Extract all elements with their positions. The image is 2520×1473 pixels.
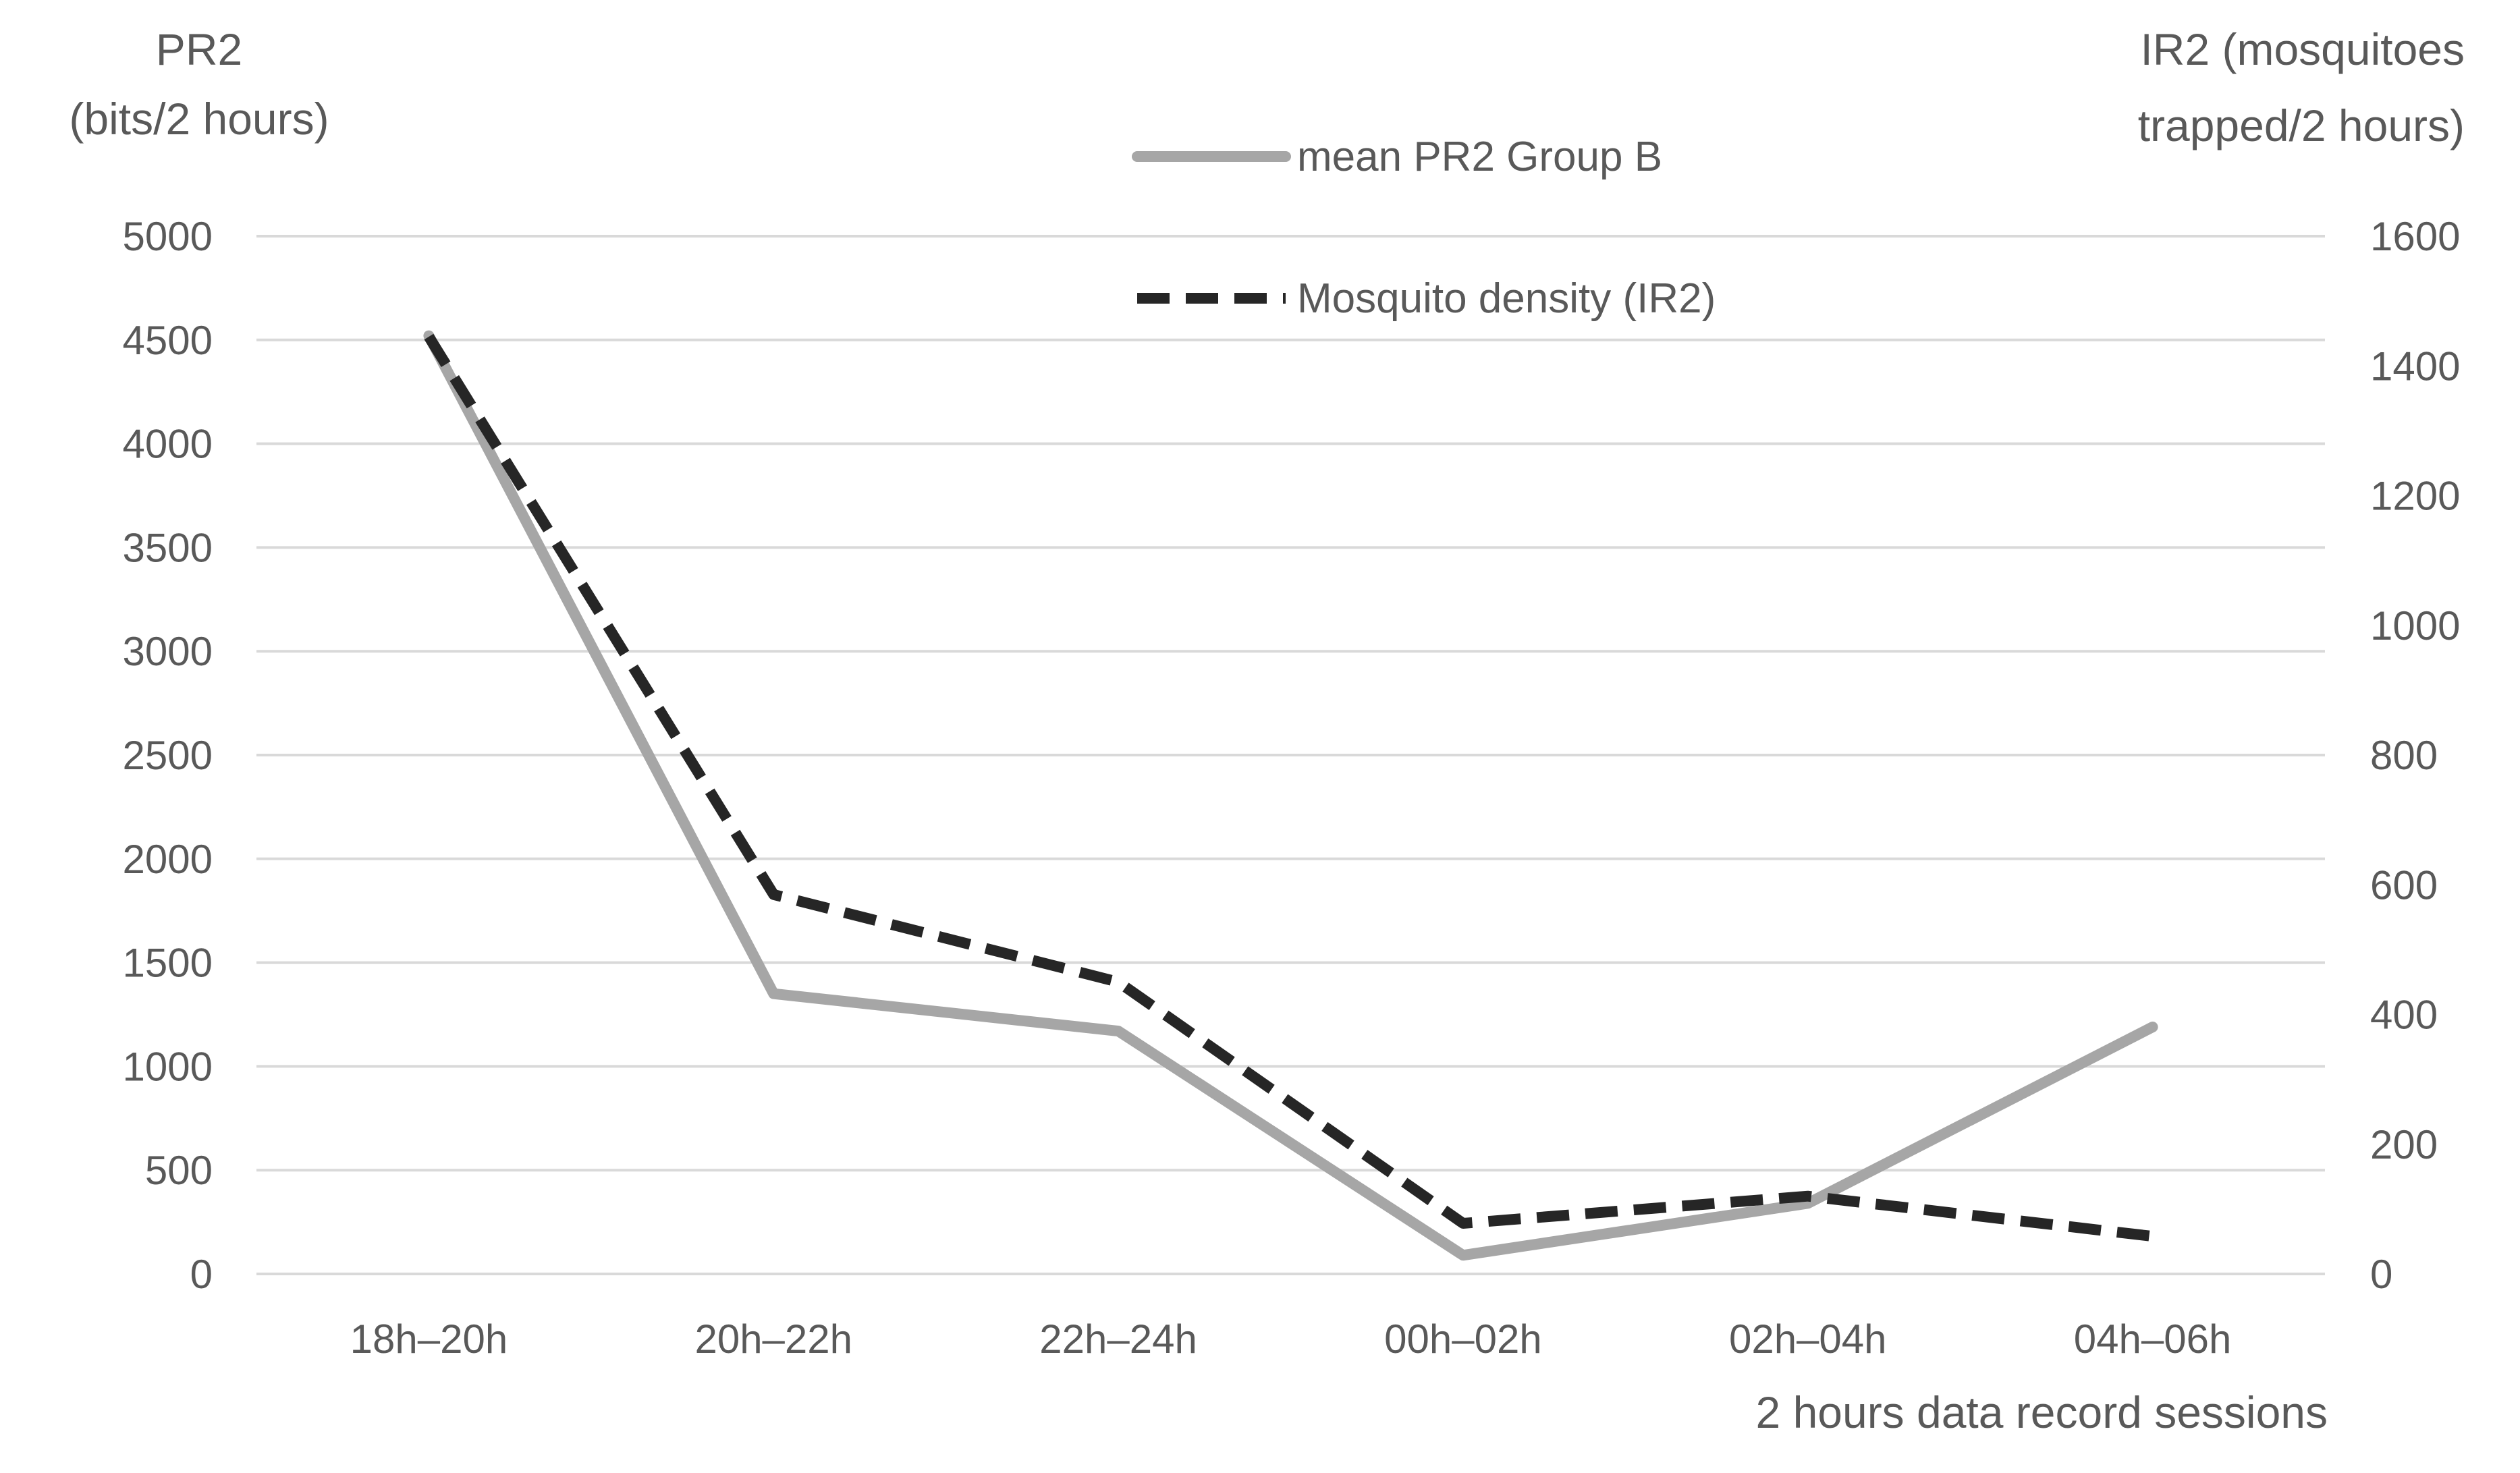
right-tick-label: 1200 <box>2370 474 2460 519</box>
x-axis-title: 2 hours data record sessions <box>1756 1387 2328 1437</box>
left-tick-label: 2500 <box>123 733 213 778</box>
legend-label-mosquito-density: Mosquito density (IR2) <box>1297 275 1716 322</box>
right-axis-title-line2: trapped/2 hours) <box>2138 101 2465 150</box>
x-tick-label: 20h–22h <box>694 1316 852 1362</box>
left-tick-label: 3000 <box>123 629 213 674</box>
x-tick-label: 00h–02h <box>1384 1316 1542 1362</box>
left-tick-label: 1000 <box>123 1044 213 1089</box>
series-line-0 <box>423 330 2158 1261</box>
gridlines <box>256 235 2325 1275</box>
left-axis-ticks: 0 500 1000 1500 2000 2500 3000 3500 4000 4500 5000 <box>123 214 213 1297</box>
left-tick-label: 1500 <box>123 941 213 986</box>
right-tick-label: 400 <box>2370 993 2438 1038</box>
left-axis-title-line2: (bits/2 hours) <box>69 94 329 144</box>
right-tick-label: 1600 <box>2370 214 2460 259</box>
legend: mean PR2 Group B Mosquito density (IR2) <box>1132 134 1716 322</box>
right-tick-label: 1400 <box>2370 343 2460 389</box>
x-tick-label: 22h–24h <box>1039 1316 1197 1362</box>
left-axis-title-line1: PR2 <box>156 24 242 74</box>
legend-label-mean-pr2: mean PR2 Group B <box>1297 134 1662 180</box>
left-tick-label: 500 <box>145 1148 213 1193</box>
series-layer <box>423 330 2158 1261</box>
right-axis-title-line1: IR2 (mosquitoes <box>2140 24 2465 74</box>
x-tick-label: 18h–20h <box>350 1316 508 1362</box>
series-line-1 <box>424 333 2154 1242</box>
left-tick-label: 2000 <box>123 837 213 882</box>
left-tick-label: 4000 <box>123 422 213 467</box>
right-tick-label: 600 <box>2370 862 2438 908</box>
right-tick-label: 800 <box>2370 733 2438 778</box>
x-tick-label: 04h–06h <box>2074 1316 2232 1362</box>
left-tick-label: 4500 <box>123 318 213 363</box>
left-tick-label: 5000 <box>123 214 213 259</box>
left-tick-label: 3500 <box>123 525 213 570</box>
right-tick-label: 1000 <box>2370 603 2460 648</box>
right-tick-label: 0 <box>2370 1252 2392 1297</box>
x-tick-label: 02h–04h <box>1729 1316 1887 1362</box>
x-axis-ticks: 18h–20h 20h–22h 22h–24h 00h–02h 02h–04h 04h–0… <box>350 1316 2232 1362</box>
right-axis-ticks: 0 200 400 600 800 1000 1200 1400 1600 <box>2370 214 2460 1297</box>
right-tick-label: 200 <box>2370 1122 2438 1167</box>
left-tick-label: 0 <box>190 1252 213 1297</box>
